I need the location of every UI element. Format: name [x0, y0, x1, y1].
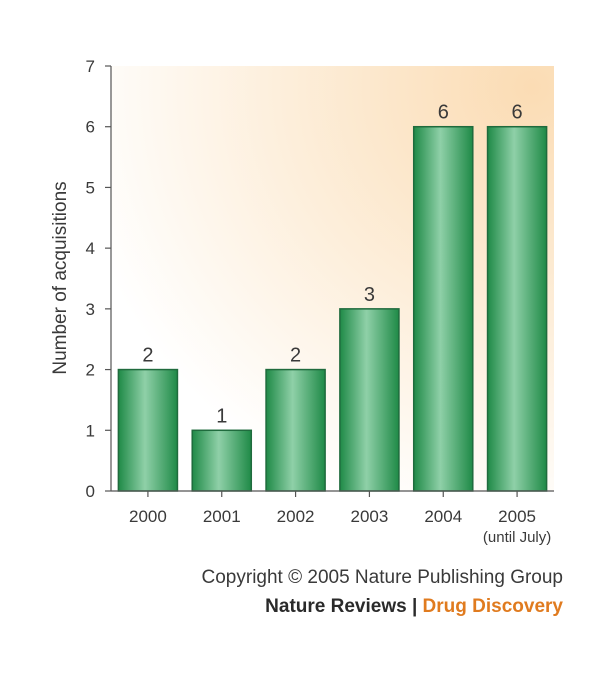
- bar-2000: [117, 368, 179, 492]
- bar-chart: 2 1 2 3 6 6 0 1 2 3 4 5 6 7 2000 2001 2002 2003 2004 2005…: [50, 57, 554, 546]
- bar-2005: [486, 125, 548, 492]
- copyright-notice: Copyright © 2005 Nature Publishing Group: [201, 567, 563, 588]
- data-label-2005: 6: [512, 102, 523, 124]
- x-tick-label-2001: 2001: [203, 507, 241, 526]
- x-tick-sublabel: (until July): [483, 529, 551, 546]
- data-label-2002: 2: [290, 345, 301, 367]
- y-tick-label-3: 3: [86, 300, 95, 319]
- brand-secondary: Drug Discovery: [422, 596, 563, 617]
- y-tick-label-4: 4: [86, 239, 95, 258]
- x-tick-label-2005: 2005: [498, 507, 536, 526]
- x-tick-label-2002: 2002: [277, 507, 315, 526]
- y-axis-label: Number of acquisitions: [50, 181, 71, 374]
- bar-2001: [191, 429, 253, 492]
- data-label-2000: 2: [142, 345, 153, 367]
- plot-background: [111, 66, 554, 491]
- x-tick-label-2004: 2004: [424, 507, 462, 526]
- y-tick-label-2: 2: [86, 361, 95, 380]
- x-tick-label-2003: 2003: [351, 507, 389, 526]
- y-tick-label-6: 6: [86, 118, 95, 137]
- data-label-2004: 6: [438, 102, 449, 124]
- x-tick-label-2000: 2000: [129, 507, 167, 526]
- bar-2004: [412, 125, 474, 492]
- y-tick-label-1: 1: [86, 421, 95, 440]
- data-label-2003: 3: [364, 284, 375, 306]
- data-label-2001: 1: [216, 405, 227, 427]
- brand-primary: Nature Reviews: [265, 596, 407, 617]
- y-tick-label-5: 5: [86, 178, 95, 197]
- bar-2003: [339, 308, 400, 492]
- bar-2002: [265, 368, 326, 492]
- brand-separator: |: [406, 596, 423, 617]
- y-tick-label-7: 7: [86, 57, 95, 76]
- publication-brand: Nature Reviews | Drug Discovery: [265, 596, 563, 618]
- y-tick-label-0: 0: [86, 482, 95, 501]
